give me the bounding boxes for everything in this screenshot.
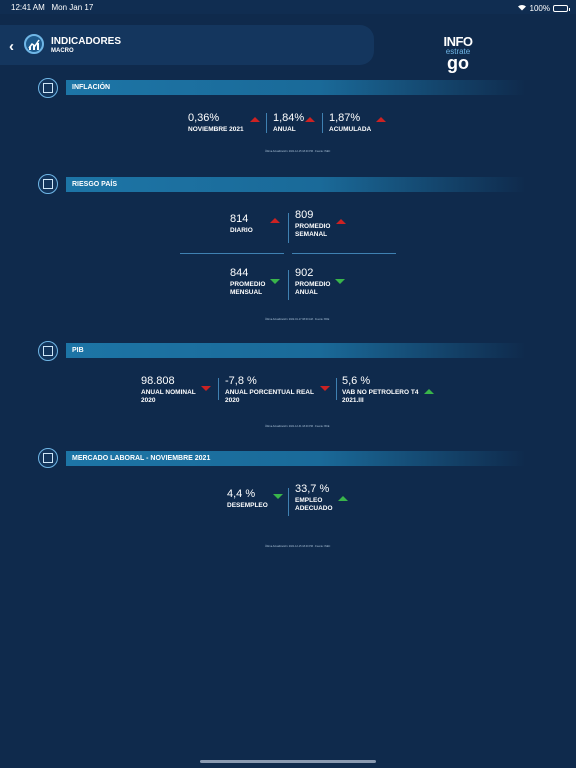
trend-up-icon [336, 219, 346, 224]
metric-value: 902 [295, 267, 314, 279]
bar-chart-icon [38, 78, 58, 98]
riesgo-annual: 902 PROMEDIO ANUAL [295, 267, 330, 297]
trend-up-icon [270, 218, 280, 223]
status-right: 100% [517, 3, 570, 13]
metric-value: -7,8 % [225, 375, 257, 387]
status-bar: 12:41 AM Mon Jan 17 100% [0, 0, 576, 14]
trend-down-icon [270, 279, 280, 284]
metric-value: 98.808 [141, 375, 175, 387]
trend-down-icon [273, 494, 283, 499]
presentation-icon [38, 174, 58, 194]
inflacion-monthly: 0,36% NOVIEMBRE 2021 [188, 112, 244, 134]
metric-value: 4,4 % [227, 488, 256, 500]
section-riesgo-header: RIESGO PAÍS [66, 177, 526, 192]
trend-up-icon [305, 117, 315, 122]
metric-label: VAB NO PETROLERO T4 2021.III [342, 389, 419, 404]
divider [288, 213, 289, 243]
divider [292, 253, 396, 254]
section-pib-header: PIB [66, 343, 526, 358]
header: ‹ INDICADORES MACRO INFO estrate go [0, 14, 576, 73]
footnote: Última Actualización: 2021-12-15 18:40 P… [265, 545, 331, 548]
inflacion-annual: 1,84% ANUAL [273, 112, 304, 134]
trend-up-icon [376, 117, 386, 122]
gears-icon [38, 448, 58, 468]
battery-icon [553, 4, 570, 12]
metric-value: 33,7 % [295, 483, 330, 495]
metric-label: ANUAL PORCENTUAL REAL 2020 [225, 389, 314, 404]
pib-real: -7,8 % ANUAL PORCENTUAL REAL 2020 [225, 375, 314, 405]
section-laboral-header: MERCADO LABORAL - NOVIEMBRE 2021 [66, 451, 526, 466]
status-time: 12:41 AM Mon Jan 17 [11, 3, 94, 12]
divider [336, 378, 337, 400]
pib-vab: 5,6 % VAB NO PETROLERO T4 2021.III [342, 375, 418, 405]
riesgo-weekly: 809 PROMEDIO SEMANAL [295, 209, 330, 239]
trend-down-icon [320, 386, 330, 391]
metric-label: DESEMPLEO [227, 502, 268, 509]
metric-label: PROMEDIO MENSUAL [230, 281, 266, 296]
trend-down-icon [201, 386, 211, 391]
metric-value: 1,87% [329, 112, 361, 124]
back-button[interactable]: ‹ [9, 38, 14, 55]
metric-label: DIARIO [230, 227, 253, 234]
header-panel [0, 25, 374, 65]
metric-label: ACUMULADA [329, 126, 372, 133]
logo: INFO estrate go [443, 34, 473, 73]
trend-up-icon [424, 389, 434, 394]
gears-icon [38, 341, 58, 361]
divider [288, 270, 289, 300]
metric-label: ANUAL NOMINAL 2020 [141, 389, 196, 404]
divider [266, 113, 267, 133]
laboral-employment: 33,7 % EMPLEO ADECUADO [295, 483, 333, 513]
page-title: INDICADORES [51, 36, 122, 47]
metric-label: PROMEDIO SEMANAL [295, 223, 331, 238]
trend-up-icon [338, 496, 348, 501]
battery-percent: 100% [529, 3, 550, 13]
riesgo-monthly: 844 PROMEDIO MENSUAL [230, 267, 265, 297]
page-subtitle: MACRO [51, 48, 74, 54]
metric-label: EMPLEO ADECUADO [295, 497, 333, 512]
metric-value: 1,84% [273, 112, 305, 124]
wifi-icon [517, 3, 527, 13]
riesgo-daily: 814 DIARIO [230, 213, 253, 235]
metric-label: NOVIEMBRE 2021 [188, 126, 244, 133]
laboral-unemployment: 4,4 % DESEMPLEO [227, 488, 268, 510]
footnote: Última Actualización: 2021-12-31 18:40 P… [265, 425, 330, 428]
divider [288, 488, 289, 516]
divider [180, 253, 284, 254]
divider [218, 378, 219, 400]
footnote: Última Actualización: 2021-12-15 18:40 P… [265, 150, 331, 153]
trend-up-icon [250, 117, 260, 122]
metric-value: 809 [295, 209, 314, 221]
section-inflacion-header: INFLACIÓN [66, 80, 526, 95]
home-indicator[interactable] [200, 760, 376, 763]
inflacion-accumulated: 1,87% ACUMULADA [329, 112, 371, 134]
metric-value: 0,36% [188, 112, 220, 124]
pib-nominal: 98.808 ANUAL NOMINAL 2020 [141, 375, 196, 405]
metric-label: PROMEDIO ANUAL [295, 281, 331, 296]
indicators-icon [24, 34, 44, 54]
metric-value: 844 [230, 267, 249, 279]
trend-down-icon [335, 279, 345, 284]
metric-value: 814 [230, 213, 249, 225]
metric-value: 5,6 % [342, 375, 371, 387]
metric-label: ANUAL [273, 126, 296, 133]
footnote: Última Actualización: 2022-01-17 08:00 A… [265, 318, 330, 321]
divider [322, 113, 323, 133]
